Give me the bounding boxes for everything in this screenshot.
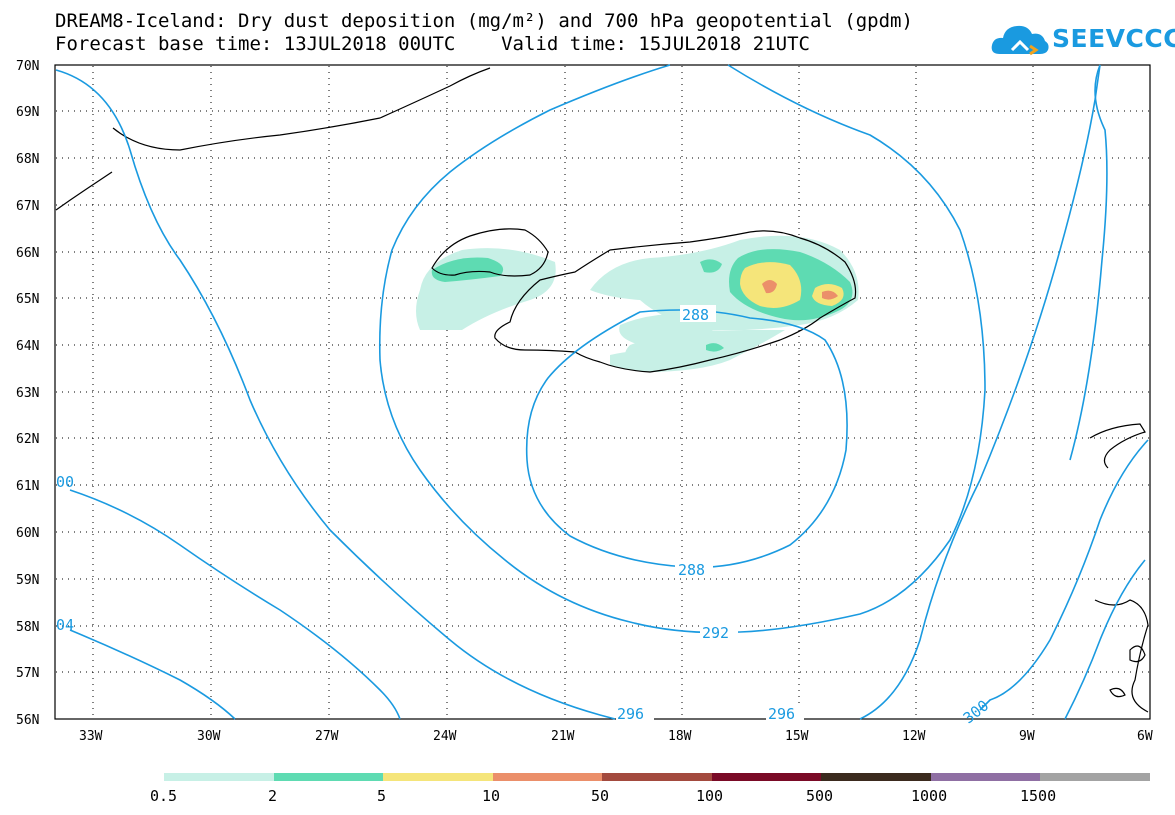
legend-swatch	[493, 773, 602, 781]
lat-label: 66N	[16, 246, 39, 261]
legend-swatch	[383, 773, 493, 781]
lon-label: 33W	[79, 729, 103, 744]
lat-label: 67N	[16, 199, 39, 214]
legend-swatch	[712, 773, 821, 781]
lat-label: 61N	[16, 479, 39, 494]
legend-label: 500	[806, 787, 833, 805]
lon-label: 24W	[433, 729, 457, 744]
legend-label: 10	[482, 787, 500, 805]
lon-label: 30W	[197, 729, 221, 744]
legend-label: 50	[591, 787, 609, 805]
legend-swatch	[821, 773, 931, 781]
lat-label: 59N	[16, 573, 39, 588]
legend-label: 2	[268, 787, 277, 805]
contour-label-296-east: 296	[768, 705, 795, 723]
contour-label-304-west: 04	[56, 616, 74, 634]
geopotential-contours	[55, 64, 1149, 720]
legend-label: 1500	[1020, 787, 1056, 805]
legend-swatch	[602, 773, 712, 781]
lon-label: 27W	[315, 729, 339, 744]
legend-label: 1000	[911, 787, 947, 805]
legend-swatch	[1040, 773, 1150, 781]
legend-swatch	[164, 773, 274, 781]
contour-label-292: 292	[702, 624, 729, 642]
latitude-labels: 70N 69N 68N 67N 66N 65N 64N 63N 62N 61N …	[16, 59, 39, 728]
contour-label-300-west: 00	[56, 473, 74, 491]
lon-label: 21W	[551, 729, 575, 744]
lat-label: 57N	[16, 666, 39, 681]
lon-label: 9W	[1019, 729, 1035, 744]
lat-label: 68N	[16, 152, 39, 167]
dust-deposition-shading	[416, 235, 859, 372]
contour-label-296-west: 296	[617, 705, 644, 723]
contour-label-288-south: 288	[678, 561, 705, 579]
lat-label: 69N	[16, 105, 39, 120]
lat-label: 58N	[16, 620, 39, 635]
lon-label: 12W	[902, 729, 926, 744]
lon-label: 15W	[785, 729, 809, 744]
color-legend: 0.5 2 5 10 50 100 500 1000 1500	[150, 773, 1150, 805]
lon-label: 18W	[668, 729, 692, 744]
legend-label: 5	[377, 787, 386, 805]
lat-label: 62N	[16, 432, 39, 447]
contour-label-288-north: 288	[682, 306, 709, 324]
lat-label: 63N	[16, 386, 39, 401]
coastlines	[55, 67, 1149, 713]
lat-label: 64N	[16, 339, 39, 354]
legend-swatch	[931, 773, 1040, 781]
longitude-labels: 33W 30W 27W 24W 21W 18W 15W 12W 9W 6W	[79, 729, 1153, 744]
lat-label: 65N	[16, 292, 39, 307]
lon-label: 6W	[1137, 729, 1153, 744]
map-title-line2: Forecast base time: 13JUL2018 00UTC Vali…	[55, 33, 810, 55]
legend-label: 0.5	[150, 787, 177, 805]
map-title-line1: DREAM8-Iceland: Dry dust deposition (mg/…	[55, 10, 913, 32]
graticule	[56, 66, 1149, 718]
lat-label: 56N	[16, 713, 39, 728]
cloud-logo-icon	[991, 25, 1049, 56]
logo-wordmark: SEEVCCC	[1052, 24, 1175, 53]
legend-label: 100	[696, 787, 723, 805]
lat-label: 70N	[16, 59, 39, 74]
legend-swatch	[274, 773, 383, 781]
lat-label: 60N	[16, 526, 39, 541]
seevccc-logo: SEEVCCC	[990, 20, 1175, 60]
